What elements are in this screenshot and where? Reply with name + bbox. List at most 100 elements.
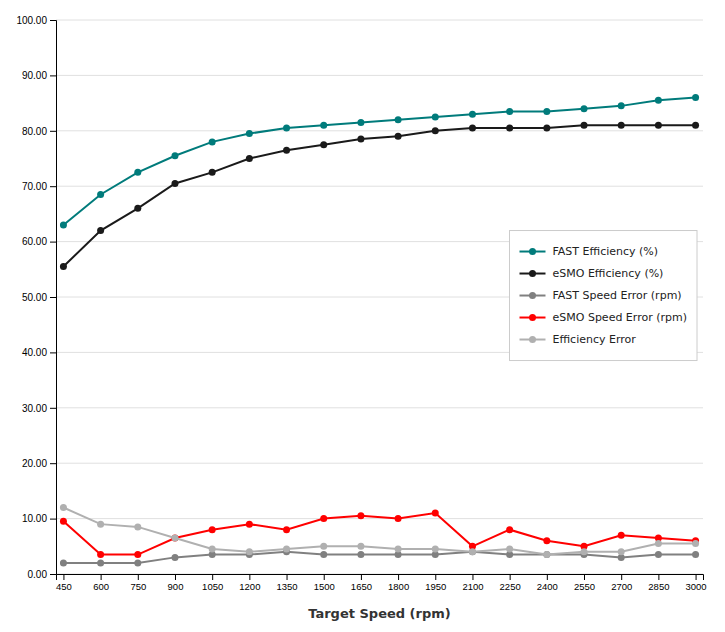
point bbox=[506, 125, 513, 132]
point bbox=[543, 537, 550, 544]
point bbox=[395, 133, 402, 140]
legend-label: eSMO Efficiency (%) bbox=[553, 267, 664, 280]
tick-mark bbox=[50, 297, 56, 298]
tick: 1800 bbox=[388, 574, 409, 592]
point bbox=[171, 534, 178, 541]
point bbox=[97, 191, 104, 198]
tick-label: 450 bbox=[56, 581, 72, 592]
tick-label: 40.00 bbox=[22, 347, 47, 358]
tick: 0.00 bbox=[28, 569, 56, 580]
tick: 3000 bbox=[685, 574, 706, 592]
point bbox=[357, 512, 364, 519]
legend-item: eSMO Speed Error (rpm) bbox=[520, 311, 688, 324]
grid-line bbox=[56, 75, 703, 76]
tick-label: 3000 bbox=[685, 581, 706, 592]
tick-mark bbox=[361, 574, 362, 580]
point bbox=[692, 122, 699, 129]
tick-mark bbox=[324, 574, 325, 580]
point bbox=[395, 515, 402, 522]
point bbox=[171, 554, 178, 561]
tick-label: 1650 bbox=[351, 581, 372, 592]
tick-mark bbox=[50, 408, 56, 409]
tick: 2100 bbox=[462, 574, 483, 592]
point bbox=[618, 532, 625, 539]
legend-box bbox=[510, 231, 698, 361]
point bbox=[469, 548, 476, 555]
tick: 2250 bbox=[500, 574, 521, 592]
grid-line bbox=[56, 186, 703, 187]
tick-mark bbox=[287, 574, 288, 580]
tick-mark bbox=[398, 574, 399, 580]
line bbox=[63, 508, 695, 555]
tick-label: 0.00 bbox=[28, 569, 48, 580]
point bbox=[357, 119, 364, 126]
tick-label: 50.00 bbox=[22, 292, 47, 303]
point bbox=[543, 108, 550, 115]
tick-mark bbox=[696, 574, 697, 580]
plot: 4506007509001050120013501500165018001950… bbox=[16, 15, 706, 592]
point bbox=[320, 122, 327, 129]
tick-label: 750 bbox=[130, 581, 146, 592]
x-axis: 4506007509001050120013501500165018001950… bbox=[56, 574, 707, 592]
tick-label: 20.00 bbox=[22, 458, 47, 469]
axis-line bbox=[57, 575, 704, 581]
tick-label: 600 bbox=[93, 581, 109, 592]
tick: 10.00 bbox=[22, 513, 56, 524]
point bbox=[60, 518, 67, 525]
point bbox=[171, 534, 178, 541]
point bbox=[432, 510, 439, 517]
point bbox=[357, 551, 364, 558]
point bbox=[246, 521, 253, 528]
tick-mark bbox=[249, 574, 250, 580]
tick: 70.00 bbox=[22, 181, 56, 192]
tick-mark bbox=[50, 131, 56, 132]
point bbox=[543, 551, 550, 558]
legend-marker bbox=[529, 248, 536, 255]
tick-label: 2250 bbox=[500, 581, 521, 592]
legend-marker bbox=[529, 270, 536, 277]
point bbox=[581, 122, 588, 129]
point bbox=[171, 152, 178, 159]
tick: 90.00 bbox=[22, 70, 56, 81]
tick-mark bbox=[175, 574, 176, 580]
x-axis-title: Target Speed (rpm) bbox=[308, 606, 451, 621]
point bbox=[692, 551, 699, 558]
tick: 1650 bbox=[351, 574, 372, 592]
tick-label: 1200 bbox=[239, 581, 260, 592]
tick-mark bbox=[138, 574, 139, 580]
series bbox=[60, 94, 699, 228]
tick: 100.00 bbox=[16, 15, 56, 26]
point bbox=[320, 551, 327, 558]
series-layer bbox=[60, 94, 699, 566]
tick-label: 2550 bbox=[574, 581, 595, 592]
tick-mark bbox=[50, 352, 56, 353]
tick-mark bbox=[472, 574, 473, 580]
point bbox=[209, 546, 216, 553]
tick: 1050 bbox=[202, 574, 223, 592]
tick-mark bbox=[50, 574, 56, 575]
tick-mark bbox=[50, 463, 56, 464]
point bbox=[357, 543, 364, 550]
line bbox=[63, 125, 695, 266]
legend-marker bbox=[529, 314, 536, 321]
tick-mark bbox=[435, 574, 436, 580]
tick-mark bbox=[510, 574, 511, 580]
tick-mark bbox=[50, 20, 56, 21]
point bbox=[692, 94, 699, 101]
tick: 30.00 bbox=[22, 403, 56, 414]
point bbox=[246, 155, 253, 162]
tick: 20.00 bbox=[22, 458, 56, 469]
point bbox=[60, 504, 67, 511]
point bbox=[655, 551, 662, 558]
point bbox=[506, 526, 513, 533]
tick: 2850 bbox=[648, 574, 669, 592]
series bbox=[60, 122, 699, 270]
point bbox=[134, 205, 141, 212]
chart: 4506007509001050120013501500165018001950… bbox=[0, 0, 725, 632]
point bbox=[60, 263, 67, 270]
point bbox=[469, 111, 476, 118]
point bbox=[134, 551, 141, 558]
tick-mark bbox=[50, 75, 56, 76]
tick-label: 1500 bbox=[314, 581, 335, 592]
line bbox=[63, 552, 695, 563]
